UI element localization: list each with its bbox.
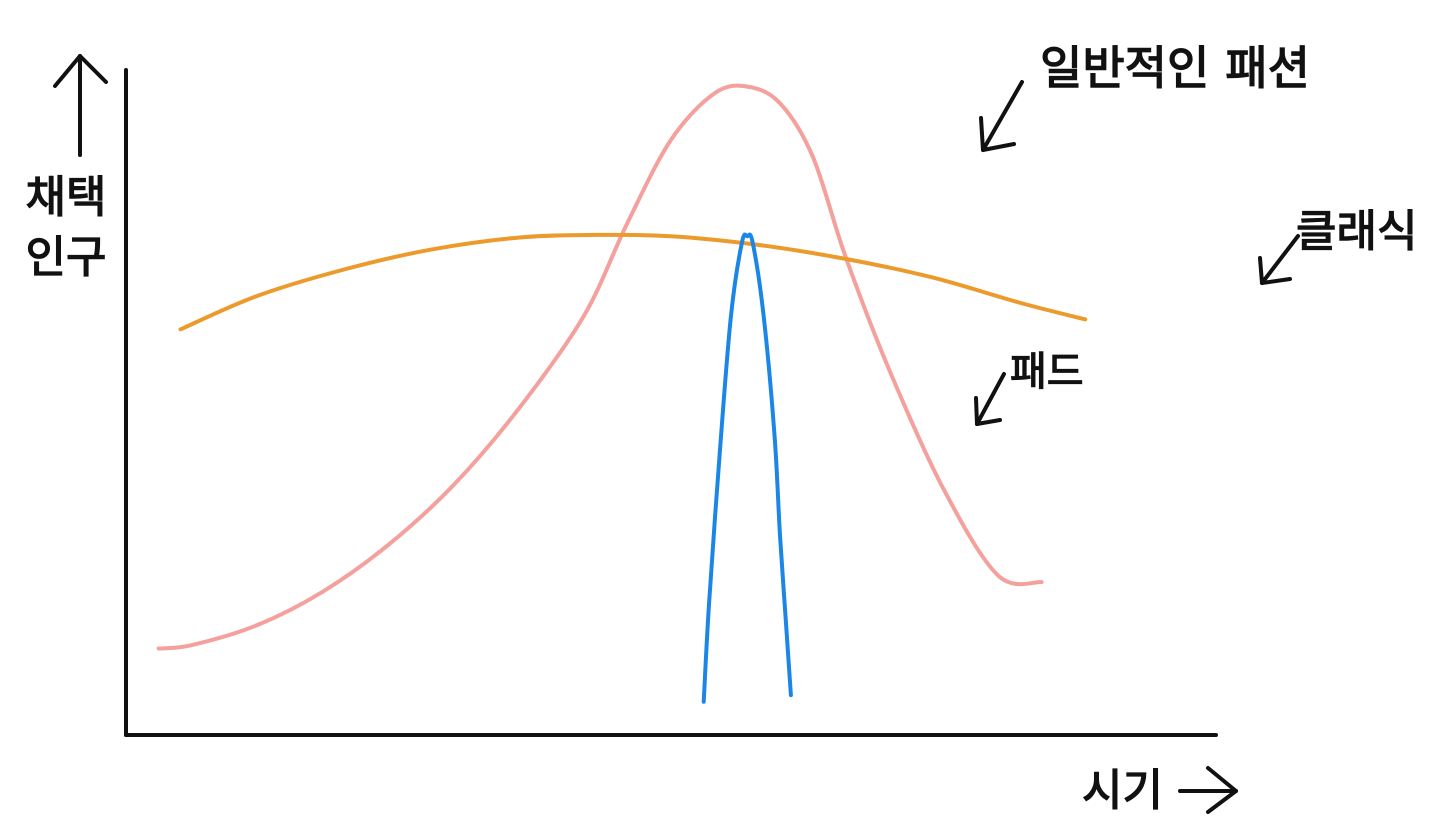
- series-line-0: [156, 83, 1044, 651]
- annotation-classic: 클래식: [1296, 206, 1417, 257]
- y-label-arrow-icon: [53, 54, 108, 157]
- series-layer: [156, 83, 1088, 704]
- series-line-2: [701, 232, 793, 704]
- annotation-mainstream: 일반적인 패션: [1040, 41, 1310, 95]
- y-label-line-1: 채택: [26, 172, 107, 223]
- x-label-arrow-icon: [1178, 766, 1238, 814]
- series-line-1: [178, 232, 1088, 332]
- annotation-arrow-fad-icon: [974, 372, 1006, 426]
- y-label-line-2: 인구: [26, 232, 107, 283]
- annotation-arrow-mainstream-icon: [979, 80, 1024, 152]
- annotation-fad: 패드: [1010, 349, 1084, 395]
- x-label: 시기: [1082, 765, 1163, 816]
- annotation-arrow-classic-icon: [1258, 234, 1300, 285]
